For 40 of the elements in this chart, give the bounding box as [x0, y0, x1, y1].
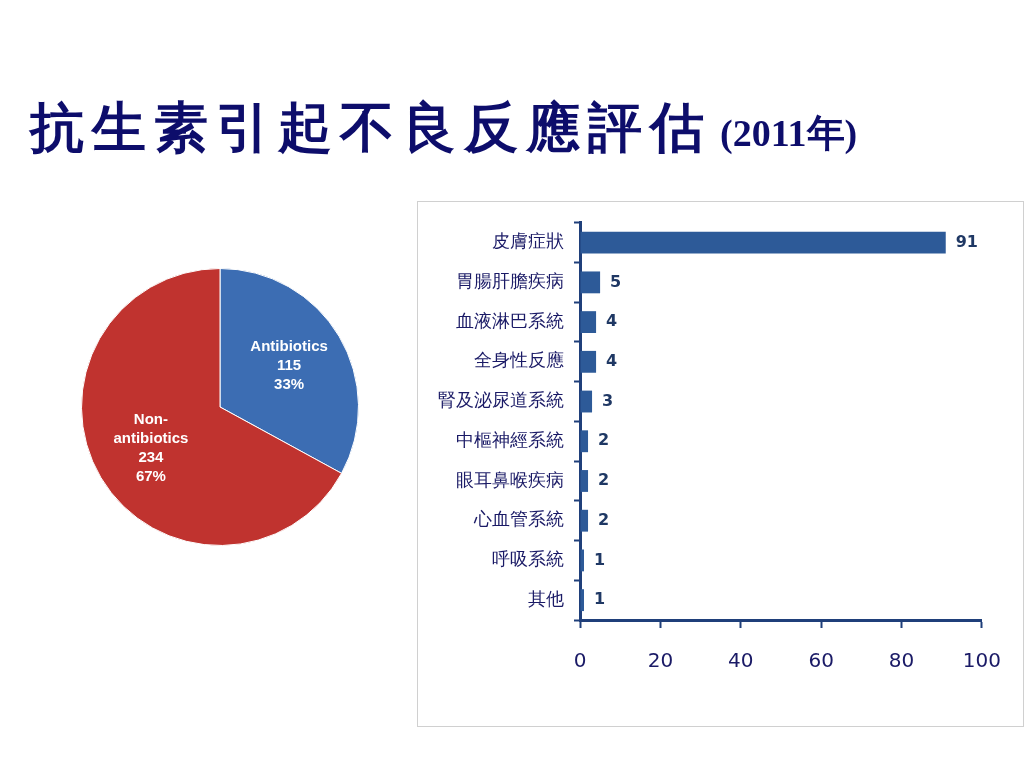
bar — [580, 509, 589, 532]
data-label: 4 — [606, 350, 618, 370]
x-tick-label: 20 — [647, 648, 674, 673]
text: (2011年) — [720, 111, 858, 156]
x-tick-label: 0 — [573, 648, 587, 673]
bar — [580, 350, 597, 373]
y-tick-label: 血液淋巴系統 — [456, 309, 564, 331]
bar — [580, 231, 946, 254]
data-label: 5 — [610, 271, 622, 291]
y-tick-label: 腎及泌尿道系統 — [438, 389, 564, 411]
data-label: 2 — [598, 509, 610, 529]
y-tick-label: 心血管系統 — [473, 508, 564, 530]
data-label: 2 — [598, 430, 610, 450]
y-tick-label: 胃腸肝膽疾病 — [456, 270, 564, 292]
data-label: 1 — [594, 589, 606, 609]
y-tick-label: 眼耳鼻喉疾病 — [456, 468, 564, 490]
x-tick-label: 100 — [962, 648, 1002, 673]
bar — [580, 311, 597, 334]
slice-label: Non-antibiotics — [113, 409, 189, 446]
data-label: 234 67% — [135, 447, 166, 484]
bar — [580, 390, 593, 413]
y-tick-label: 呼吸系統 — [492, 548, 564, 570]
data-label: 2 — [598, 470, 610, 490]
slice-label: Antibiotics — [250, 337, 328, 355]
data-label: 4 — [606, 311, 618, 331]
x-tick-label: 60 — [808, 648, 834, 673]
x-tick-label: 40 — [728, 648, 754, 673]
y-tick-label: 全身性反應 — [474, 349, 564, 371]
y-tick-label: 其他 — [528, 587, 564, 609]
y-tick-label: 皮膚症狀 — [492, 230, 564, 252]
data-label: 3 — [602, 390, 614, 410]
text: 抗生素引起不良反應評估 — [30, 94, 712, 161]
y-tick-label: 中樞神經系統 — [456, 428, 564, 450]
data-label: 1 — [594, 549, 606, 569]
bar — [580, 470, 589, 492]
data-label: 115 33% — [274, 356, 305, 393]
data-label: 91 — [955, 231, 979, 251]
x-tick-label: 80 — [888, 648, 915, 673]
bar — [580, 430, 589, 453]
bar — [580, 271, 601, 294]
